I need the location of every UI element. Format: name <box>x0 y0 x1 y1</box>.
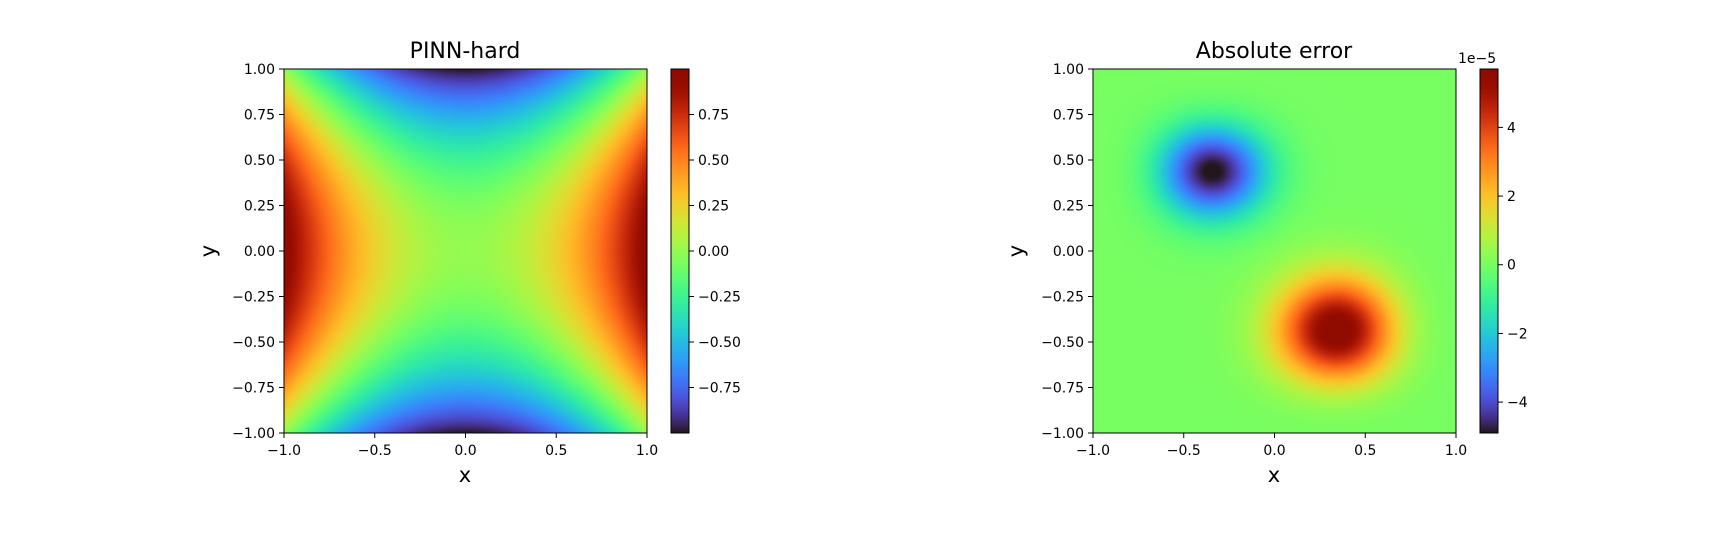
x-axis: −1.0 −0.5 0.0 0.5 1.0 <box>1076 433 1467 459</box>
heatmap-panel-absolute-error: Absolute error −1.0 −0.5 0.0 0.5 1.0 1.00 0.7… <box>1004 39 1528 487</box>
y-axis-label: y <box>1004 245 1028 257</box>
x-axis-label: x <box>1268 463 1280 487</box>
colorbar-tick-label: 2 <box>1507 189 1516 205</box>
x-tick-label: 1.0 <box>636 443 658 459</box>
colorbar-tick-label: −4 <box>1507 395 1528 411</box>
y-tick-label: 0.25 <box>1053 199 1084 215</box>
colorbar-tick-label: 0.00 <box>698 244 729 260</box>
y-tick-label: 0.50 <box>244 153 275 169</box>
colorbar-gradient <box>1480 69 1498 433</box>
x-tick-label: −1.0 <box>267 443 301 459</box>
colorbar-tick-label: −0.75 <box>698 381 741 397</box>
x-tick-label: −0.5 <box>358 443 392 459</box>
colorbar-tick-label: 0.75 <box>698 108 729 124</box>
y-tick-label: 1.00 <box>244 62 275 78</box>
y-tick-label: 0.75 <box>244 108 275 124</box>
colorbar-offset-label: 1e−5 <box>1458 51 1496 67</box>
colorbar-tick-label: 0.25 <box>698 199 729 215</box>
colorbar-tick-label: 4 <box>1507 120 1516 136</box>
x-tick-label: −1.0 <box>1076 443 1110 459</box>
x-tick-label: 0.5 <box>1354 443 1376 459</box>
x-axis-label: x <box>459 463 471 487</box>
heatmap-image <box>1093 69 1456 433</box>
colorbar-axis: 0.75 0.50 0.25 0.00 −0.25 −0.50 −0.75 <box>689 108 741 397</box>
x-tick-label: −0.5 <box>1167 443 1201 459</box>
y-tick-label: 0.25 <box>244 199 275 215</box>
x-tick-label: 0.5 <box>545 443 567 459</box>
x-tick-label: 1.0 <box>1445 443 1467 459</box>
colorbar-axis: 4 2 0 −2 −4 <box>1498 120 1528 411</box>
colorbar-frame <box>1479 68 1499 434</box>
colorbar-tick-label: 0 <box>1507 258 1516 274</box>
chart-title: PINN-hard <box>410 39 521 64</box>
y-tick-label: 1.00 <box>1053 62 1084 78</box>
y-tick-label: −0.75 <box>1041 381 1084 397</box>
y-axis: 1.00 0.75 0.50 0.25 0.00 −0.25 −0.50 −0.75 −1.00 <box>232 62 284 442</box>
x-tick-label: 0.0 <box>454 443 476 459</box>
colorbar-tick-label: −0.25 <box>698 290 741 306</box>
y-tick-label: −0.25 <box>232 290 275 306</box>
y-tick-label: −0.25 <box>1041 290 1084 306</box>
y-tick-label: −0.50 <box>232 335 275 351</box>
y-tick-label: −0.75 <box>232 381 275 397</box>
heatmap-panel-pinn-hard: PINN-hard −1.0 −0.5 0.0 0.5 1.0 1.00 0.75 0.50… <box>196 39 741 487</box>
chart-title: Absolute error <box>1196 39 1353 64</box>
y-tick-label: −1.00 <box>1041 426 1084 442</box>
heatmap-image <box>284 69 647 433</box>
y-tick-label: 0.50 <box>1053 153 1084 169</box>
colorbar-tick-label: −2 <box>1507 326 1528 342</box>
y-tick-label: −0.50 <box>1041 335 1084 351</box>
y-axis: 1.00 0.75 0.50 0.25 0.00 −0.25 −0.50 −0.75 −1.00 <box>1041 62 1093 442</box>
y-axis-label: y <box>196 245 220 257</box>
y-tick-label: 0.75 <box>1053 108 1084 124</box>
colorbar-gradient <box>671 69 689 433</box>
colorbar-tick-label: 0.50 <box>698 153 729 169</box>
x-tick-label: 0.0 <box>1263 443 1285 459</box>
colorbar-tick-label: −0.50 <box>698 335 741 351</box>
y-tick-label: −1.00 <box>232 426 275 442</box>
y-tick-label: 0.00 <box>1053 244 1084 260</box>
y-tick-label: 0.00 <box>244 244 275 260</box>
x-axis: −1.0 −0.5 0.0 0.5 1.0 <box>267 433 658 459</box>
